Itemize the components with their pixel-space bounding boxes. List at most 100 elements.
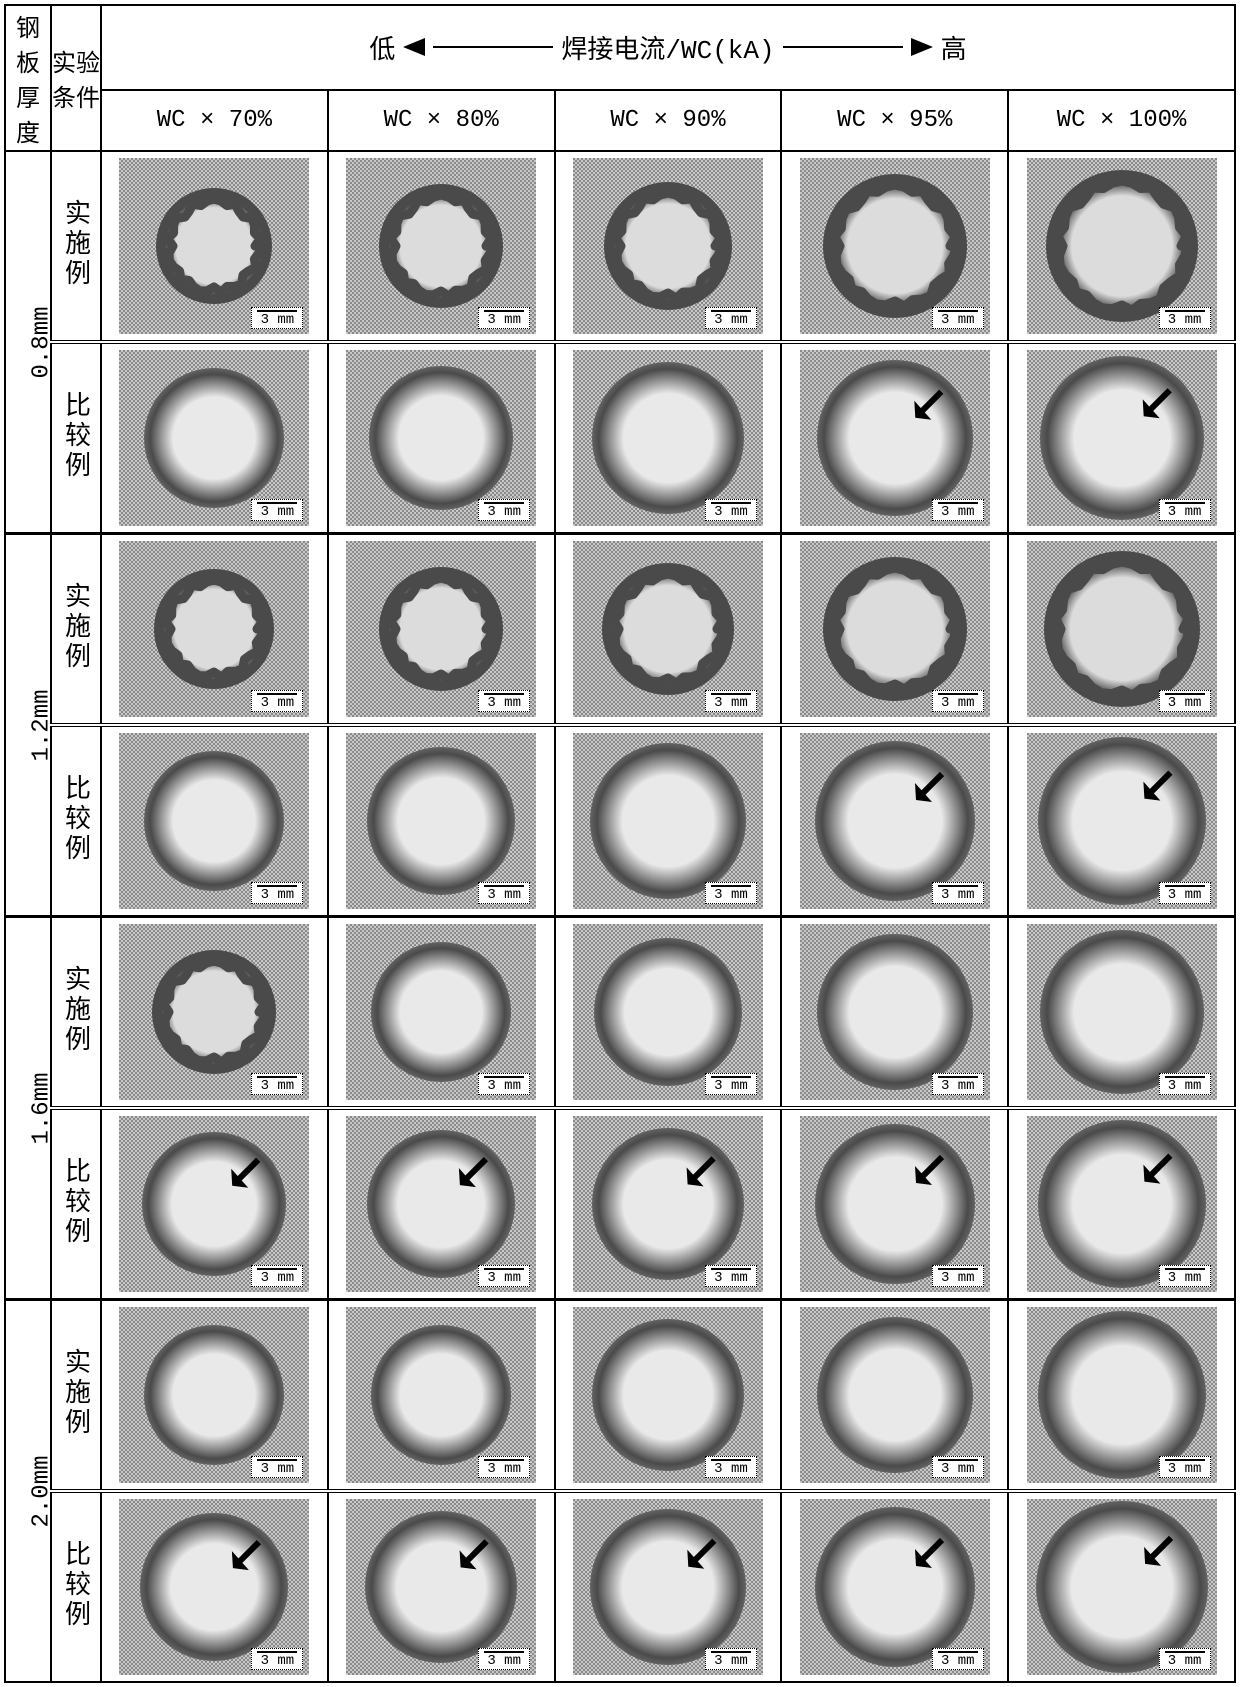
header-row-2: WC × 70%WC × 80%WC × 90%WC × 95%WC × 100…: [5, 90, 1235, 151]
scale-label: 3 mm: [487, 1270, 521, 1286]
scale-label: 3 mm: [941, 887, 975, 903]
tile-cell: 3 mm: [328, 725, 555, 917]
tile-cell: 3 mm: [328, 1300, 555, 1492]
thickness-label: 0.8mm: [29, 306, 56, 378]
thickness-cell: 1.2mm: [5, 534, 51, 917]
tile-cell: 3 mm: [328, 342, 555, 534]
scale-label: 3 mm: [941, 504, 975, 520]
scale-label: 3 mm: [714, 887, 748, 903]
scale-badge: 3 mm: [932, 1265, 984, 1287]
weld-tile: 3 mm: [119, 1116, 309, 1292]
weld-tile: 3 mm: [1027, 350, 1217, 526]
tile-cell: 3 mm: [101, 1300, 328, 1492]
scale-badge: 3 mm: [1159, 307, 1211, 329]
scale-label: 3 mm: [714, 504, 748, 520]
scale-badge: 3 mm: [251, 1073, 303, 1095]
tile-cell: 3 mm: [555, 1108, 782, 1300]
condition-cell: 实施例: [51, 534, 101, 726]
scale-badge: 3 mm: [478, 690, 530, 712]
thickness-label: 1.2mm: [29, 689, 56, 761]
hdr-col-1: WC × 80%: [328, 90, 555, 151]
tile-cell: 3 mm: [555, 917, 782, 1109]
scale-badge: 3 mm: [1159, 1265, 1211, 1287]
table-row: 比较例3 mm3 mm3 mm3 mm3 mm: [5, 1491, 1235, 1682]
condition-cell: 比较例: [51, 1108, 101, 1300]
scale-label: 3 mm: [1168, 887, 1202, 903]
hdr-col-3: WC × 95%: [781, 90, 1008, 151]
scale-label: 3 mm: [1168, 695, 1202, 711]
scale-badge: 3 mm: [1159, 1456, 1211, 1478]
scale-badge: 3 mm: [705, 690, 757, 712]
scale-label: 3 mm: [487, 1461, 521, 1477]
thickness-label: 2.0mm: [29, 1455, 56, 1527]
scale-label: 3 mm: [714, 1078, 748, 1094]
scale-badge: 3 mm: [705, 1648, 757, 1670]
tile-cell: 3 mm: [781, 1108, 1008, 1300]
tile-cell: 3 mm: [1008, 1108, 1235, 1300]
tile-cell: 3 mm: [101, 725, 328, 917]
scale-badge: 3 mm: [251, 1265, 303, 1287]
scale-label: 3 mm: [261, 312, 295, 328]
scale-badge: 3 mm: [478, 882, 530, 904]
weld-tile: 3 mm: [800, 158, 990, 334]
tile-cell: 3 mm: [1008, 917, 1235, 1109]
weld-tile: 3 mm: [346, 1116, 536, 1292]
weld-tile: 3 mm: [346, 1307, 536, 1483]
scale-label: 3 mm: [261, 695, 295, 711]
condition-label: 实施例: [58, 965, 95, 1055]
tile-cell: 3 mm: [781, 1300, 1008, 1492]
scale-label: 3 mm: [714, 1461, 748, 1477]
weld-tile: 3 mm: [573, 1307, 763, 1483]
scale-label: 3 mm: [714, 695, 748, 711]
axis-high-label: 高: [941, 29, 967, 66]
hdr-condition: 实验条件: [51, 5, 101, 151]
condition-cell: 实施例: [51, 917, 101, 1109]
tile-cell: 3 mm: [781, 151, 1008, 342]
scale-label: 3 mm: [941, 312, 975, 328]
scale-badge: 3 mm: [251, 499, 303, 521]
scale-label: 3 mm: [261, 1270, 295, 1286]
weld-tile: 3 mm: [346, 541, 536, 717]
scale-label: 3 mm: [487, 1653, 521, 1669]
scale-label: 3 mm: [941, 1078, 975, 1094]
scale-label: 3 mm: [261, 1461, 295, 1477]
condition-label: 比较例: [58, 1157, 95, 1247]
scale-label: 3 mm: [941, 1653, 975, 1669]
tile-cell: 3 mm: [555, 534, 782, 726]
table-row: 0.8mm实施例3 mm3 mm3 mm3 mm3 mm: [5, 151, 1235, 342]
scale-badge: 3 mm: [1159, 1073, 1211, 1095]
tile-cell: 3 mm: [101, 1108, 328, 1300]
scale-badge: 3 mm: [478, 307, 530, 329]
scale-badge: 3 mm: [478, 1265, 530, 1287]
tile-cell: 3 mm: [101, 342, 328, 534]
weld-tile: 3 mm: [119, 350, 309, 526]
weld-tile: 3 mm: [573, 541, 763, 717]
scale-label: 3 mm: [487, 504, 521, 520]
hdr-thickness: 钢板厚度: [5, 5, 51, 151]
arrow-right-icon: [911, 38, 933, 56]
weld-tile: 3 mm: [119, 1307, 309, 1483]
scale-label: 3 mm: [714, 312, 748, 328]
scale-badge: 3 mm: [705, 882, 757, 904]
condition-cell: 比较例: [51, 342, 101, 534]
table-row: 比较例 3 mm 3 mm 3 mm 3 mm 3 mm: [5, 342, 1235, 534]
scale-label: 3 mm: [941, 1461, 975, 1477]
weld-tile: 3 mm: [346, 733, 536, 909]
weld-tile: 3 mm: [800, 733, 990, 909]
scale-label: 3 mm: [941, 1270, 975, 1286]
table-row: 比较例 3 mm 3 mm 3 mm 3 mm 3 mm: [5, 1108, 1235, 1300]
scale-badge: 3 mm: [478, 499, 530, 521]
weld-tile: 3 mm: [800, 350, 990, 526]
tile-cell: 3 mm: [781, 1491, 1008, 1682]
condition-label: 比较例: [58, 391, 95, 481]
weld-tile: 3 mm: [800, 1116, 990, 1292]
axis-line: [433, 46, 553, 48]
scale-badge: 3 mm: [251, 307, 303, 329]
hdr-axis: 低焊接电流/WC(kA)高: [101, 5, 1235, 90]
scale-label: 3 mm: [261, 1653, 295, 1669]
axis-low-label: 低: [369, 29, 395, 66]
tile-cell: 3 mm: [328, 917, 555, 1109]
tile-cell: 3 mm: [1008, 1491, 1235, 1682]
scale-label: 3 mm: [714, 1653, 748, 1669]
weld-tile: 3 mm: [119, 541, 309, 717]
